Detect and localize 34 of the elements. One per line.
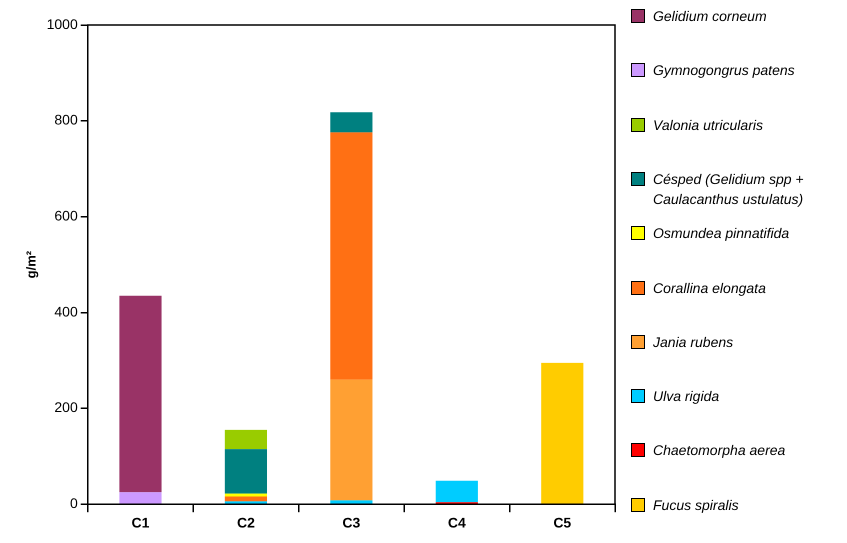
x-tick-label: C4 bbox=[448, 514, 466, 530]
legend-label: Ulva rigida bbox=[653, 387, 720, 406]
bar bbox=[330, 380, 372, 500]
x-tick-label: C2 bbox=[236, 514, 256, 530]
y-tick-label: 400 bbox=[54, 303, 78, 320]
y-tick-label: 800 bbox=[54, 112, 78, 128]
legend-label: Gymnogongrus patens bbox=[653, 61, 796, 80]
y-tick-label: 0 bbox=[70, 495, 78, 512]
legend-label: Corallina elongata bbox=[653, 278, 767, 298]
bar bbox=[224, 449, 268, 494]
y-tick-label: 1000 bbox=[46, 16, 78, 32]
legend-label: Osmundea pinnatifida bbox=[653, 224, 790, 244]
x-tick-label: C3 bbox=[342, 514, 361, 530]
bar bbox=[224, 496, 268, 502]
bar bbox=[436, 480, 478, 502]
legend-label: Chaetomorpha aerea bbox=[653, 441, 786, 460]
legend-label: Fucus spiralis bbox=[653, 496, 740, 515]
y-tick-label: 200 bbox=[54, 399, 78, 416]
legend-label: Valonia utricularis bbox=[653, 116, 764, 135]
y-tick-label: 600 bbox=[54, 208, 78, 224]
legend-label: Jania rubens bbox=[653, 332, 734, 352]
bar bbox=[224, 494, 268, 497]
bar bbox=[119, 296, 162, 492]
bar bbox=[541, 362, 584, 504]
y-axis-title: g/m² bbox=[23, 250, 38, 278]
bar bbox=[330, 112, 372, 132]
x-tick-label: C5 bbox=[553, 514, 572, 530]
x-tick-label: C1 bbox=[132, 514, 150, 530]
legend-label: Césped (Gelidium spp + Caulacanthus ustulatus) bbox=[653, 170, 805, 209]
legend-label: Gelidium corneum bbox=[653, 7, 768, 26]
bar bbox=[330, 132, 372, 380]
bar bbox=[119, 492, 162, 504]
bar bbox=[330, 500, 372, 504]
bar bbox=[224, 430, 268, 450]
